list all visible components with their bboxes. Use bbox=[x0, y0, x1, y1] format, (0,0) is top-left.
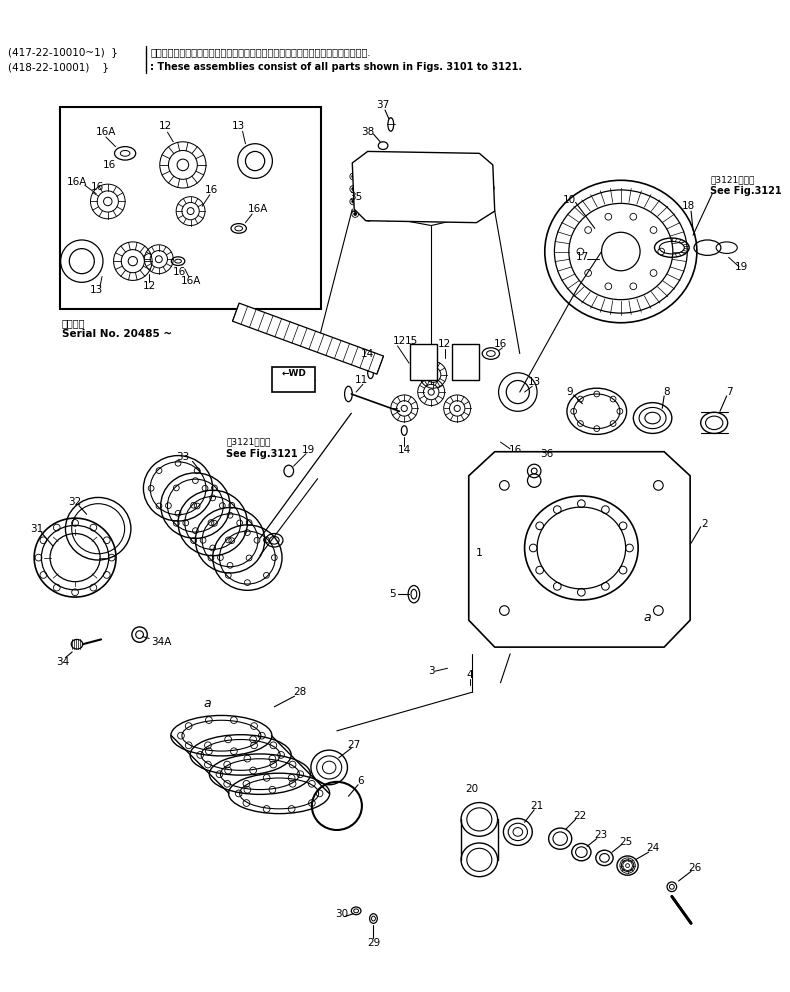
Polygon shape bbox=[232, 304, 383, 374]
Text: (418-22-10001)    }: (418-22-10001) } bbox=[8, 62, 109, 71]
Text: 12: 12 bbox=[393, 336, 406, 346]
Circle shape bbox=[444, 216, 447, 219]
Circle shape bbox=[406, 216, 408, 219]
Text: 11: 11 bbox=[355, 375, 367, 385]
Text: ←WD: ←WD bbox=[281, 369, 306, 378]
Circle shape bbox=[408, 159, 411, 162]
Text: 24: 24 bbox=[646, 843, 659, 853]
Text: 4: 4 bbox=[466, 670, 473, 681]
Bar bbox=[273, 367, 314, 392]
Text: 17: 17 bbox=[576, 252, 589, 262]
Circle shape bbox=[490, 186, 492, 189]
Text: 適用号等: 適用号等 bbox=[62, 317, 85, 327]
Circle shape bbox=[425, 216, 428, 219]
Text: : These assemblies consist of all parts shown in Figs. 3101 to 3121.: : These assemblies consist of all parts … bbox=[150, 62, 522, 71]
Text: 16: 16 bbox=[205, 185, 218, 194]
Text: 第3121図参照: 第3121図参照 bbox=[710, 175, 754, 184]
Text: 29: 29 bbox=[367, 937, 380, 947]
Circle shape bbox=[352, 200, 355, 203]
Circle shape bbox=[352, 187, 355, 190]
Text: 32: 32 bbox=[69, 497, 81, 507]
Text: 34: 34 bbox=[56, 657, 70, 667]
Bar bbox=[453, 344, 480, 381]
Text: 15: 15 bbox=[404, 336, 418, 346]
Text: 33: 33 bbox=[176, 451, 190, 461]
Text: 22: 22 bbox=[573, 810, 586, 820]
Text: See Fig.3121: See Fig.3121 bbox=[710, 186, 782, 195]
Text: これらのアセンブリの構成部品は第３１０１図から第３１２１図の部品を含みます.: これらのアセンブリの構成部品は第３１０１図から第３１２１図の部品を含みます. bbox=[150, 48, 371, 58]
Text: a: a bbox=[203, 697, 211, 710]
Text: 16: 16 bbox=[91, 182, 103, 192]
Circle shape bbox=[427, 159, 430, 162]
Text: 12: 12 bbox=[159, 121, 172, 131]
Text: 21: 21 bbox=[530, 801, 544, 810]
Polygon shape bbox=[468, 451, 690, 647]
Circle shape bbox=[465, 159, 468, 162]
Circle shape bbox=[389, 159, 391, 162]
Text: 19: 19 bbox=[735, 262, 748, 272]
Circle shape bbox=[352, 175, 355, 178]
Circle shape bbox=[464, 215, 466, 218]
Text: 7: 7 bbox=[726, 387, 733, 397]
Circle shape bbox=[367, 216, 370, 219]
Text: 25: 25 bbox=[619, 836, 632, 846]
Text: 第3121図参照: 第3121図参照 bbox=[226, 437, 270, 446]
Text: 23: 23 bbox=[594, 829, 608, 840]
Text: 16: 16 bbox=[103, 160, 116, 170]
Text: Serial No. 20485 ~: Serial No. 20485 ~ bbox=[62, 329, 171, 339]
Circle shape bbox=[386, 216, 389, 219]
Circle shape bbox=[480, 163, 483, 166]
Text: 13: 13 bbox=[89, 285, 103, 295]
Text: 16A: 16A bbox=[67, 178, 87, 187]
Text: 31: 31 bbox=[30, 524, 43, 534]
Text: 13: 13 bbox=[232, 121, 246, 131]
Text: 14: 14 bbox=[361, 348, 374, 358]
Circle shape bbox=[487, 174, 491, 177]
Bar bbox=[410, 344, 437, 381]
Text: (417-22-10010~1)  }: (417-22-10010~1) } bbox=[8, 48, 118, 58]
Text: 16: 16 bbox=[172, 267, 186, 277]
Text: 28: 28 bbox=[294, 687, 307, 697]
Circle shape bbox=[446, 159, 449, 162]
Text: 26: 26 bbox=[688, 862, 702, 873]
Bar bbox=[60, 107, 322, 310]
Polygon shape bbox=[352, 152, 495, 222]
Text: 38: 38 bbox=[361, 127, 374, 137]
Text: 34A: 34A bbox=[152, 637, 172, 648]
Text: 27: 27 bbox=[348, 740, 361, 750]
Circle shape bbox=[369, 160, 372, 163]
Text: 12: 12 bbox=[142, 281, 156, 292]
Text: 13: 13 bbox=[528, 377, 541, 388]
Circle shape bbox=[354, 212, 356, 215]
Text: a: a bbox=[643, 611, 651, 624]
Circle shape bbox=[487, 200, 491, 203]
Text: 16A: 16A bbox=[96, 127, 116, 137]
Text: 3: 3 bbox=[428, 667, 434, 677]
Text: 36: 36 bbox=[540, 448, 553, 458]
Text: 18: 18 bbox=[682, 201, 695, 211]
Text: 6: 6 bbox=[358, 776, 364, 786]
Text: 10: 10 bbox=[563, 194, 577, 204]
Text: 16: 16 bbox=[494, 339, 507, 349]
Text: 30: 30 bbox=[335, 909, 348, 919]
Text: 9: 9 bbox=[566, 387, 573, 397]
Text: 19: 19 bbox=[301, 444, 314, 454]
Circle shape bbox=[480, 212, 483, 215]
Text: 35: 35 bbox=[349, 191, 363, 201]
Text: 16A: 16A bbox=[248, 204, 268, 214]
Text: 16A: 16A bbox=[180, 277, 201, 287]
Text: 8: 8 bbox=[663, 387, 669, 397]
Text: 20: 20 bbox=[465, 784, 478, 794]
Text: 2: 2 bbox=[702, 519, 708, 529]
Text: 16: 16 bbox=[508, 444, 521, 454]
Text: See Fig.3121: See Fig.3121 bbox=[226, 448, 298, 458]
Text: 1: 1 bbox=[476, 548, 483, 558]
Text: 14: 14 bbox=[397, 444, 411, 454]
Text: 12: 12 bbox=[438, 339, 451, 349]
Text: 5: 5 bbox=[389, 589, 396, 599]
Text: 37: 37 bbox=[377, 100, 389, 110]
